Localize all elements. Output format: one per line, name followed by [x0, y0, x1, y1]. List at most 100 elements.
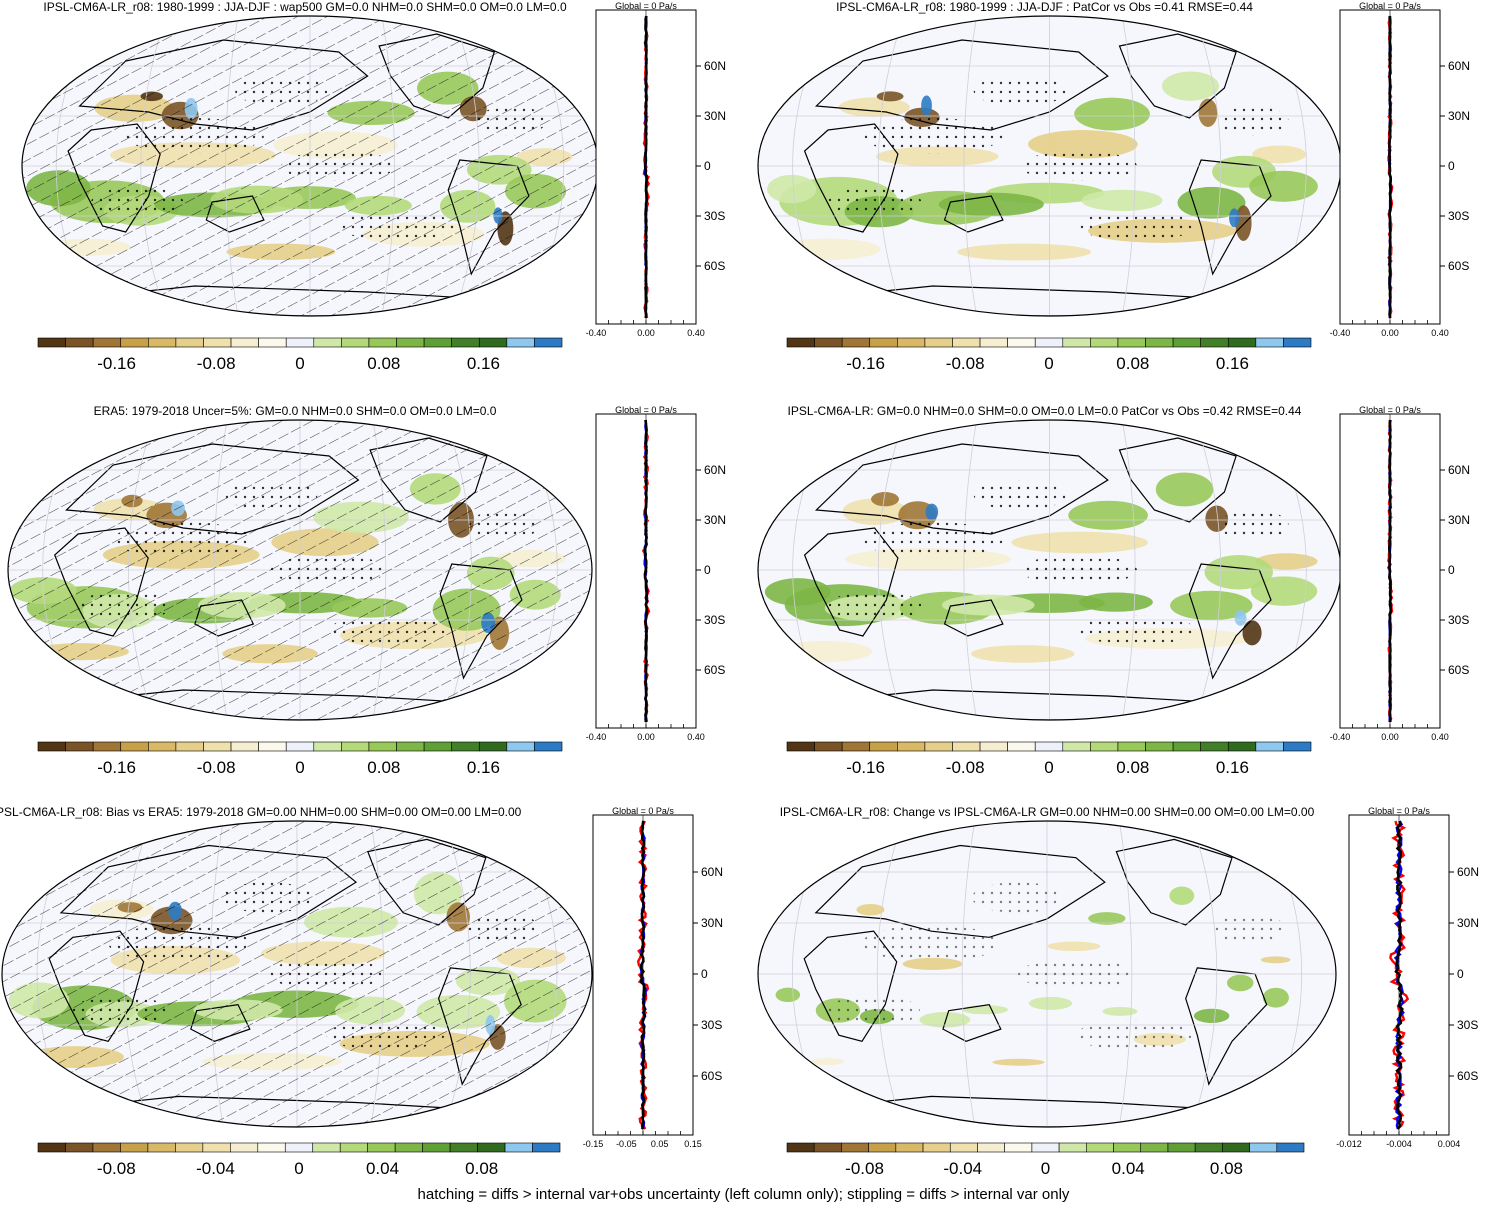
ascent-region	[1226, 974, 1254, 992]
ascent-region	[1074, 97, 1150, 131]
colorbar-swatch	[284, 1142, 314, 1153]
lat-tick-label: 30N	[701, 916, 723, 930]
colorbar-swatch	[1034, 337, 1064, 348]
zonal-profile: Global = 0 Pa/s 60N 30N 0 30S 60S -0.40 0.00 0.4…	[1330, 405, 1470, 742]
profile-title: Global = 0 Pa/s	[1368, 806, 1430, 816]
descent-region	[1027, 130, 1138, 159]
colorbar-swatch	[1004, 1142, 1033, 1153]
colorbar-tick-label: 0.08	[367, 758, 400, 777]
colorbar-tick-label: 0.16	[1216, 758, 1249, 777]
colorbar-swatch	[120, 1142, 149, 1153]
colorbar-swatch	[396, 337, 425, 348]
colorbar-swatch	[37, 337, 66, 348]
colorbar: -0.16 -0.08 0 0.08 0.16	[37, 337, 563, 373]
colorbar: -0.16 -0.08 0 0.08 0.16	[786, 741, 1312, 777]
colorbar-swatch	[120, 337, 149, 348]
panel-1: IPSL-CM6A-LR_r08: 1980-1999 : JJA-DJF : …	[21, 0, 726, 373]
colorbar-swatch	[92, 1142, 121, 1153]
colorbar-swatch	[175, 741, 204, 752]
longitude-gridline	[877, 16, 905, 316]
map-area	[758, 16, 1341, 316]
colorbar-tick-label: -0.08	[946, 758, 985, 777]
colorbar-swatch	[922, 1142, 951, 1153]
lat-tick-label: 60N	[1457, 865, 1479, 879]
strong-descent-region	[1242, 620, 1262, 646]
ascent-region	[1169, 886, 1195, 905]
stippling-patch	[1020, 555, 1137, 585]
strong-ascent-region	[1229, 208, 1240, 228]
profile-x-tick-label: 0.05	[651, 1139, 669, 1149]
colorbar-swatch	[897, 741, 926, 752]
strong-ascent-region	[921, 95, 932, 116]
colorbar-swatch	[203, 337, 232, 348]
stippling-patch	[973, 480, 1067, 510]
colorbar-swatch	[65, 1142, 94, 1153]
colorbar-swatch	[148, 741, 177, 752]
lat-tick-label: 60N	[701, 865, 723, 879]
colorbar-swatch	[1172, 741, 1201, 752]
colorbar-swatch	[313, 337, 342, 348]
ascent-region	[1177, 186, 1246, 219]
descent-region	[992, 1058, 1045, 1066]
colorbar-swatch	[1031, 1142, 1060, 1153]
panel-2: IPSL-CM6A-LR_r08: 1980-1999 : JJA-DJF : …	[757, 0, 1470, 373]
lat-tick-label: 60N	[704, 59, 726, 73]
descent-region	[1047, 941, 1101, 952]
continent-outline	[1188, 159, 1272, 276]
colorbar-swatch	[1276, 1142, 1305, 1153]
panel-title: IPSL-CM6A-LR_r08: 1980-1999 : JJA-DJF : …	[43, 0, 567, 14]
strong-ascent-region	[925, 503, 939, 521]
profile-title: Global = 0 Pa/s	[1359, 405, 1421, 415]
lat-tick-label: 0	[704, 563, 711, 577]
stippling-patch	[827, 591, 922, 621]
colorbar-swatch	[1255, 337, 1284, 348]
profile-x-tick-label: -0.012	[1336, 1139, 1362, 1149]
colorbar-swatch	[394, 1142, 423, 1153]
profile-x-tick-label: 0.40	[1431, 732, 1449, 742]
hatching-overlay	[8, 420, 592, 720]
panel-3: ERA5: 1979-2018 Uncer=5%: GM=0.0 NHM=0.0…	[7, 404, 726, 777]
colorbar-swatch	[230, 337, 259, 348]
stippling-patch	[862, 925, 1001, 962]
colorbar-swatch	[979, 337, 1008, 348]
descent-region	[957, 243, 1092, 261]
colorbar-swatch	[1200, 337, 1229, 348]
stippling-patch	[1218, 510, 1289, 540]
lat-tick-label: 30N	[704, 513, 726, 527]
lat-tick-label: 60S	[704, 259, 725, 273]
colorbar-swatch	[1222, 1142, 1250, 1153]
descent-region	[838, 97, 910, 117]
colorbar-tick-label: -0.16	[846, 758, 885, 777]
ascent-region	[1088, 912, 1126, 925]
colorbar-tick-label: -0.16	[97, 758, 136, 777]
stippling-patch	[1218, 106, 1289, 136]
map-border	[757, 820, 1337, 1128]
zonal-profile: Global = 0 Pa/s 60N 30N 0 30S 60S -0.40 0.00 0.4…	[586, 405, 726, 742]
colorbar-swatch	[148, 337, 177, 348]
colorbar-swatch	[368, 741, 397, 752]
colorbar-tick-label: 0.16	[467, 354, 500, 373]
colorbar-swatch	[1058, 1142, 1087, 1153]
colorbar-swatch	[423, 741, 452, 752]
colorbar-tick-label: -0.16	[846, 354, 885, 373]
ascent-region	[1193, 1008, 1230, 1024]
strong-descent-region	[871, 492, 899, 507]
profile-mean-line	[1387, 419, 1393, 723]
colorbar-tick-label: -0.04	[943, 1159, 982, 1178]
profile-mean-line	[643, 419, 649, 723]
colorbar-swatch	[869, 337, 898, 348]
colorbar-swatch	[504, 1142, 533, 1153]
profile-x-tick-label: -0.40	[1330, 732, 1351, 742]
colorbar-tick-label: -0.08	[197, 758, 236, 777]
colorbar-swatch	[92, 741, 122, 752]
profile-x-tick-label: 0.15	[684, 1139, 702, 1149]
colorbar-swatch	[1140, 1142, 1169, 1153]
colorbar-swatch	[341, 741, 370, 752]
panel-5: IPSL-CM6A-LR_r08: Bias vs ERA5: 1979-201…	[0, 805, 723, 1178]
lat-tick-label: 30N	[1457, 916, 1479, 930]
colorbar-swatch	[1200, 741, 1229, 752]
colorbar: -0.16 -0.08 0 0.08 0.16	[786, 337, 1312, 373]
continent-outline	[1118, 33, 1237, 119]
colorbar-tick-label: 0.04	[1112, 1159, 1145, 1178]
